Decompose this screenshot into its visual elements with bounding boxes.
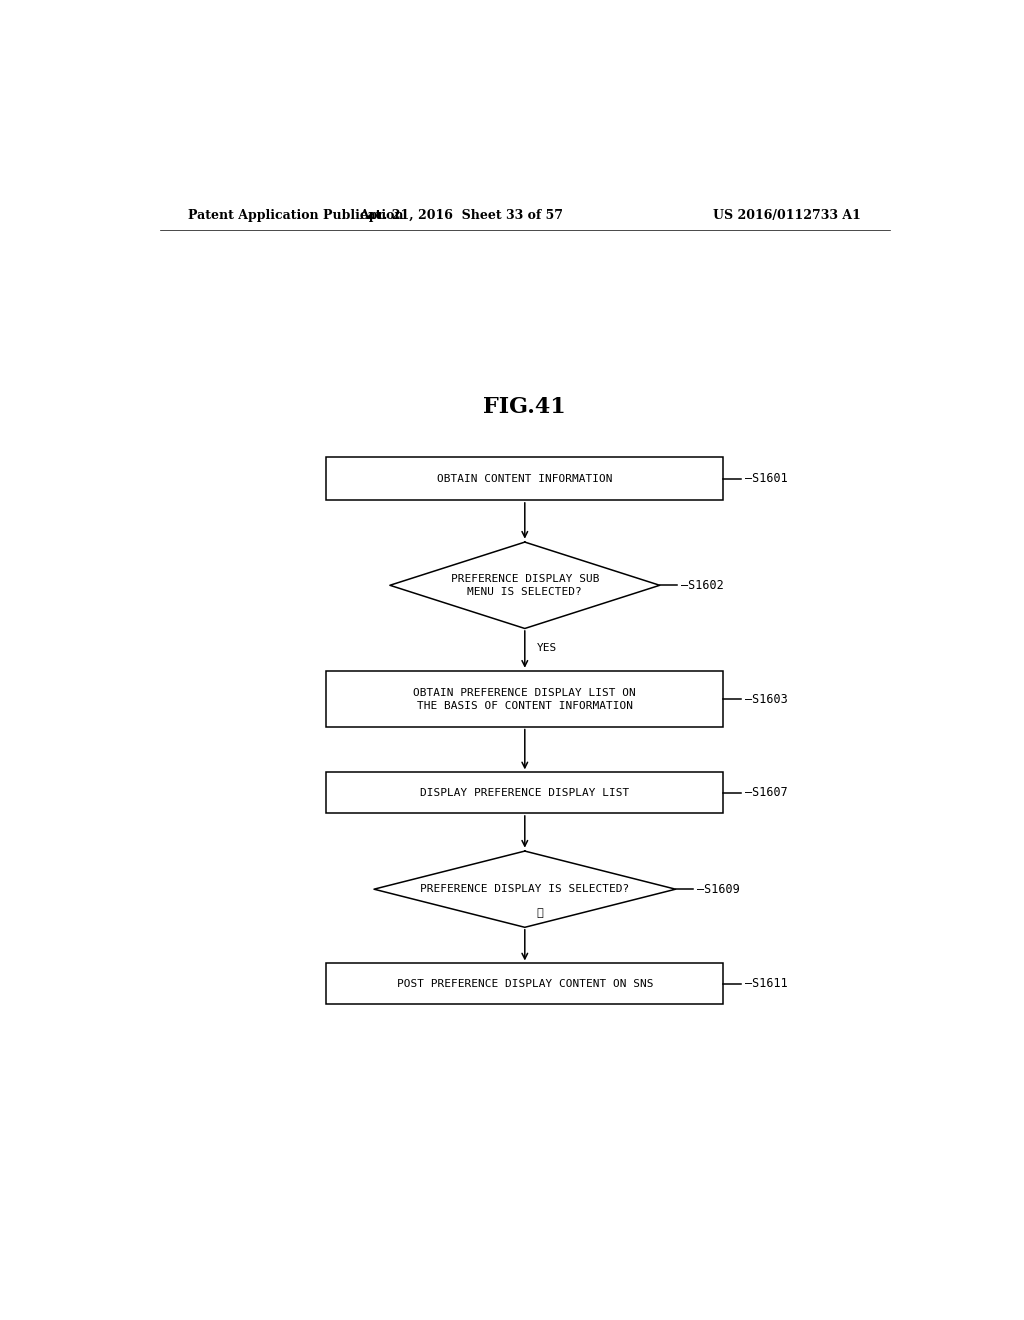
Text: Patent Application Publication: Patent Application Publication — [187, 209, 403, 222]
Text: PREFERENCE DISPLAY SUB
MENU IS SELECTED?: PREFERENCE DISPLAY SUB MENU IS SELECTED? — [451, 574, 599, 597]
Text: 예: 예 — [537, 908, 544, 917]
Text: —S1602: —S1602 — [681, 578, 724, 591]
Text: Apr. 21, 2016  Sheet 33 of 57: Apr. 21, 2016 Sheet 33 of 57 — [359, 209, 563, 222]
Text: —S1607: —S1607 — [744, 787, 787, 799]
Text: —S1611: —S1611 — [744, 977, 787, 990]
Text: DISPLAY PREFERENCE DISPLAY LIST: DISPLAY PREFERENCE DISPLAY LIST — [420, 788, 630, 797]
Text: PREFERENCE DISPLAY IS SELECTED?: PREFERENCE DISPLAY IS SELECTED? — [420, 884, 630, 894]
Text: —S1609: —S1609 — [697, 883, 739, 896]
FancyBboxPatch shape — [327, 457, 723, 500]
Text: —S1601: —S1601 — [744, 473, 787, 484]
Text: US 2016/0112733 A1: US 2016/0112733 A1 — [713, 209, 860, 222]
Text: OBTAIN CONTENT INFORMATION: OBTAIN CONTENT INFORMATION — [437, 474, 612, 483]
Text: POST PREFERENCE DISPLAY CONTENT ON SNS: POST PREFERENCE DISPLAY CONTENT ON SNS — [396, 978, 653, 989]
FancyBboxPatch shape — [327, 964, 723, 1005]
Text: FIG.41: FIG.41 — [483, 396, 566, 418]
Text: YES: YES — [537, 643, 557, 653]
FancyBboxPatch shape — [327, 671, 723, 727]
Text: OBTAIN PREFERENCE DISPLAY LIST ON
THE BASIS OF CONTENT INFORMATION: OBTAIN PREFERENCE DISPLAY LIST ON THE BA… — [414, 688, 636, 710]
Text: —S1603: —S1603 — [744, 693, 787, 706]
FancyBboxPatch shape — [327, 772, 723, 813]
